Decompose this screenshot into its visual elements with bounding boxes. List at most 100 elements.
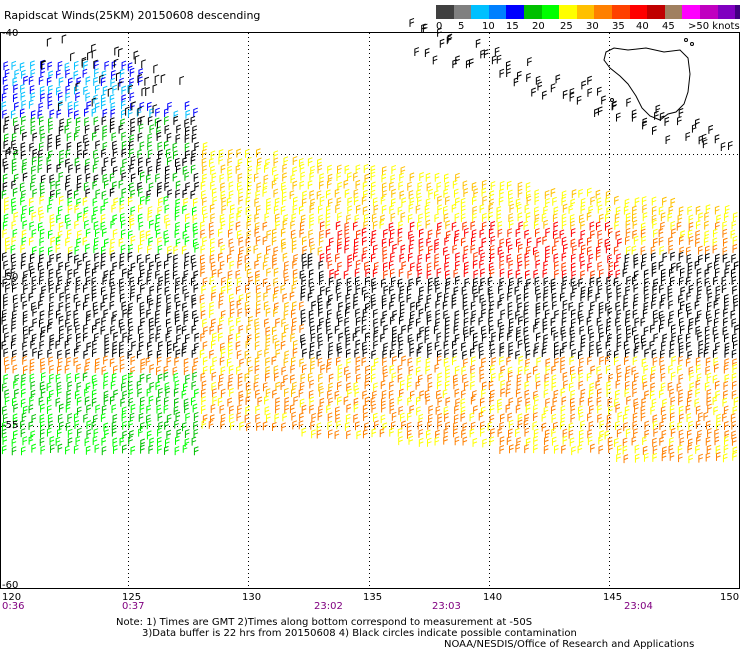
wind-barb — [409, 17, 415, 27]
wind-barb — [398, 267, 404, 277]
wind-barb — [246, 422, 251, 432]
wind-barb — [55, 236, 61, 246]
wind-barb — [21, 412, 27, 422]
wind-barb — [460, 398, 466, 408]
wind-barb — [499, 347, 505, 357]
wind-barb — [318, 405, 323, 415]
wind-barb — [533, 269, 539, 279]
wind-barb — [91, 267, 97, 277]
wind-barb — [273, 308, 278, 317]
wind-barb — [65, 84, 71, 94]
wind-barb — [12, 349, 17, 359]
wind-barb — [508, 397, 514, 407]
wind-barb — [453, 325, 459, 335]
wind-barb — [580, 292, 586, 302]
wind-barb — [146, 157, 151, 167]
wind-barb — [443, 246, 448, 256]
wind-barb — [5, 236, 10, 246]
wind-barb — [140, 444, 145, 454]
wind-barb — [631, 366, 637, 376]
wind-barb — [634, 372, 639, 382]
wind-barb — [545, 198, 550, 208]
wind-barb — [66, 141, 72, 151]
wind-barb — [184, 118, 190, 128]
wind-barb — [426, 237, 432, 247]
wind-barb — [715, 445, 721, 455]
wind-barb — [659, 421, 665, 431]
wind-barb — [103, 179, 109, 189]
wind-barb — [552, 300, 557, 310]
wind-barb — [427, 373, 433, 383]
wind-barb — [14, 374, 20, 384]
wind-barb — [76, 396, 82, 406]
wind-barb — [696, 293, 702, 303]
wind-barb — [68, 108, 73, 118]
wind-barb — [616, 428, 622, 438]
wind-barb — [235, 332, 241, 342]
wind-barb — [5, 268, 10, 278]
wind-barb — [94, 443, 100, 453]
wind-barb — [265, 340, 271, 350]
wind-barb — [408, 252, 413, 262]
wind-barb — [371, 229, 377, 239]
wind-barb — [83, 85, 88, 95]
wind-barb — [67, 413, 73, 423]
wind-barb — [275, 220, 280, 230]
wind-barb — [543, 301, 548, 311]
wind-barb — [229, 405, 234, 415]
wind-barb — [488, 325, 494, 335]
wind-barb — [632, 309, 638, 319]
wind-barb — [253, 172, 259, 182]
wind-barb — [55, 180, 61, 190]
wind-barb — [722, 246, 728, 256]
wind-barb — [571, 318, 576, 328]
wind-barb — [480, 268, 485, 278]
wind-barb — [39, 381, 45, 391]
wind-barb — [319, 229, 324, 239]
wind-barb — [424, 204, 430, 214]
wind-barb — [447, 33, 453, 43]
wind-barb — [167, 101, 172, 111]
wind-barb — [545, 358, 551, 368]
wind-barb — [184, 429, 190, 439]
wind-barb — [373, 382, 378, 392]
wind-barb — [353, 413, 358, 423]
wind-barb — [649, 390, 655, 400]
wind-barb — [505, 60, 511, 70]
wind-barb — [505, 388, 511, 398]
wind-barb — [185, 374, 190, 384]
wind-barb — [102, 131, 107, 141]
wind-barb — [606, 275, 612, 285]
wind-barb — [11, 316, 17, 326]
wind-barb — [200, 244, 206, 254]
wind-barb — [353, 244, 359, 254]
wind-barb — [91, 276, 97, 286]
wind-barb — [344, 244, 350, 254]
wind-barb — [640, 334, 646, 344]
wind-barb — [720, 142, 726, 152]
wind-barb — [389, 300, 394, 310]
wind-barb — [273, 157, 279, 167]
wind-barb — [724, 430, 730, 440]
wind-barb — [165, 148, 171, 158]
wind-barb — [254, 318, 260, 328]
wind-barb — [670, 371, 676, 381]
wind-barb — [298, 205, 304, 215]
wind-barb — [156, 404, 162, 414]
wind-barb — [509, 444, 514, 454]
wind-barb — [31, 413, 37, 423]
wind-barb — [463, 358, 468, 368]
wind-barb — [652, 445, 658, 455]
wind-barb — [434, 253, 440, 263]
wind-barb — [138, 275, 143, 285]
wind-barb — [482, 212, 487, 222]
wind-barb — [562, 308, 567, 318]
wind-barb — [515, 332, 521, 342]
wind-barb — [499, 277, 505, 287]
wind-barb — [110, 238, 116, 248]
wind-barb — [83, 349, 89, 359]
wind-barb — [551, 284, 556, 294]
wind-barb — [597, 106, 603, 116]
wind-barb — [73, 412, 79, 422]
wind-barb — [634, 403, 639, 413]
